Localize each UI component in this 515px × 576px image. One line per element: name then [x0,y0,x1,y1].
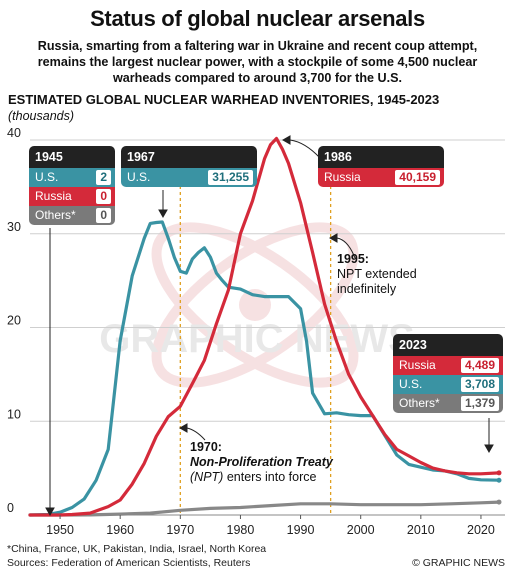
callout-1986-russia-value: 40,159 [395,170,440,185]
callout-2023-others-row: Others* 1,379 [393,394,503,413]
x-tick-label: 1960 [106,523,134,537]
y-tick-label: 20 [7,314,21,328]
y-tick-label: 30 [7,220,21,234]
callout-1967: 1967 U.S. 31,255 [121,146,257,187]
callout-2023-others-value: 1,379 [460,396,499,411]
x-tick-label: 2000 [347,523,375,537]
callout-1945-others-value: 0 [96,208,111,223]
callout-1945: 1945 U.S. 2 Russia 0 Others* 0 [29,146,115,225]
annotation-1970: 1970: Non-Proliferation Treaty (NPT) ent… [190,440,340,485]
pointer-1970-arrow [178,423,188,433]
callout-2023-others-label: Others* [399,396,440,410]
pointer-1995 [336,237,356,259]
annotation-1970-title: Non-Proliferation Treaty [190,455,333,469]
chart-heading: ESTIMATED GLOBAL NUCLEAR WARHEAD INVENTO… [8,92,440,107]
chart-units: (thousands) [8,109,75,123]
footnote: *China, France, UK, Pakistan, India, Isr… [7,543,267,555]
credit: © GRAPHIC NEWS [412,557,505,569]
callout-1945-us-label: U.S. [35,170,59,184]
x-tick-label: 1970 [166,523,194,537]
callout-2023-russia-label: Russia [399,358,436,372]
x-tick-label: 2010 [407,523,435,537]
callout-2023: 2023 Russia 4,489 U.S. 3,708 Others* 1,3… [393,334,503,413]
callout-1967-us-value: 31,255 [208,170,253,185]
svg-text:GRAPHIC NEWS: GRAPHIC NEWS [99,317,415,361]
callout-1945-others-row: Others* 0 [29,206,115,225]
page-title: Status of global nuclear arsenals [90,6,425,31]
series-line-others [28,500,501,517]
callout-1967-us-row: U.S. 31,255 [121,168,257,187]
pointer-1995-arrow [328,233,338,243]
endpoint-marker [496,499,502,505]
callout-1945-others-label: Others* [35,208,76,222]
annotation-1995-year: 1995: [337,252,369,266]
annotation-1995-text: NPT extended indefinitely [337,267,417,296]
endpoint-marker [496,477,502,483]
callout-2023-year: 2023 [393,334,503,356]
callout-2023-russia-value: 4,489 [460,358,499,373]
callout-2023-us-value: 3,708 [460,377,499,392]
x-tick-label: 1950 [46,523,74,537]
series-line-russia [28,136,501,517]
annotation-1970-text: enters into force [226,470,317,484]
callout-2023-russia-row: Russia 4,489 [393,356,503,375]
callout-1945-russia-row: Russia 0 [29,187,115,206]
callout-1986-year: 1986 [318,146,444,168]
callout-2023-us-row: U.S. 3,708 [393,375,503,394]
graphic-news-watermark: GRAPHIC NEWS [99,222,415,388]
page-subtitle: Russia, smarting from a faltering war in… [37,39,478,85]
annotation-1995: 1995: NPT extended indefinitely [337,252,457,297]
callout-1967-us-label: U.S. [127,170,151,184]
x-tick-label: 2020 [467,523,495,537]
callout-1986-russia-row: Russia 40,159 [318,168,444,187]
pointer-1967-arrow [158,209,168,219]
annotation-1970-abbr: (NPT) [190,470,224,484]
callout-1945-russia-value: 0 [96,189,111,204]
annotation-1970-year: 1970: [190,440,222,454]
callout-2023-us-label: U.S. [399,377,423,391]
y-tick-label: 40 [7,126,21,140]
pointer-2023-arrow [484,444,494,454]
x-tick-label: 1990 [287,523,315,537]
callout-1986: 1986 Russia 40,159 [318,146,444,187]
callout-1945-year: 1945 [29,146,115,168]
y-tick-label: 0 [7,501,14,515]
pointer-1986-arrow [281,135,291,145]
callout-1986-russia-label: Russia [324,170,361,184]
callout-1945-us-value: 2 [96,170,111,185]
pointer-1945-arrow [45,507,55,517]
y-tick-label: 10 [7,407,21,421]
callout-1945-russia-label: Russia [35,189,72,203]
callout-1967-year: 1967 [121,146,257,168]
pointer-1970 [186,427,206,441]
sources: Sources: Federation of American Scientis… [7,557,251,569]
pointer-1986 [289,139,321,159]
endpoint-marker [496,470,502,476]
x-tick-label: 1980 [227,523,255,537]
callout-1945-us-row: U.S. 2 [29,168,115,187]
